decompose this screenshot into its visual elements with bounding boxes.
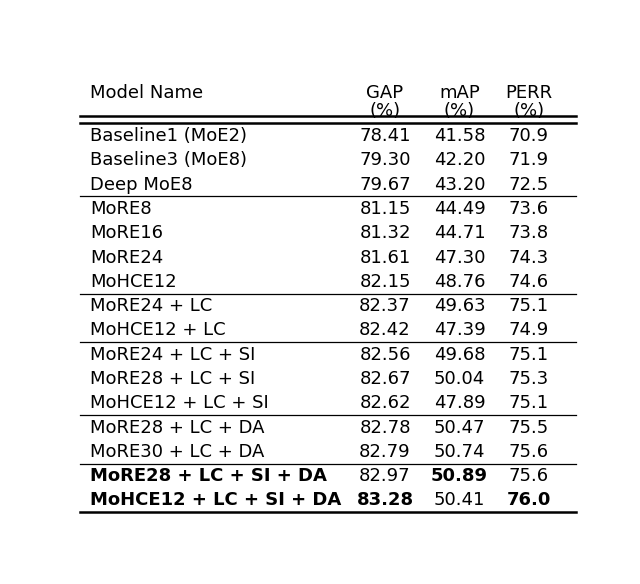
- Text: 49.68: 49.68: [434, 346, 485, 364]
- Text: Baseline1 (MoE2): Baseline1 (MoE2): [90, 127, 247, 145]
- Text: 82.56: 82.56: [359, 346, 411, 364]
- Text: 82.67: 82.67: [359, 370, 411, 388]
- Text: MoRE24 + LC + SI: MoRE24 + LC + SI: [90, 346, 255, 364]
- Text: 74.3: 74.3: [509, 249, 549, 267]
- Text: 50.74: 50.74: [434, 443, 485, 461]
- Text: MoRE28 + LC + SI: MoRE28 + LC + SI: [90, 370, 255, 388]
- Text: 71.9: 71.9: [509, 151, 549, 169]
- Text: 75.1: 75.1: [509, 297, 549, 315]
- Text: 72.5: 72.5: [509, 176, 549, 194]
- Text: (%): (%): [444, 102, 475, 120]
- Text: 50.04: 50.04: [434, 370, 485, 388]
- Text: 43.20: 43.20: [434, 176, 485, 194]
- Text: 82.62: 82.62: [359, 394, 411, 412]
- Text: mAP: mAP: [439, 84, 480, 102]
- Text: MoRE30 + LC + DA: MoRE30 + LC + DA: [90, 443, 264, 461]
- Text: Deep MoE8: Deep MoE8: [90, 176, 193, 194]
- Text: MoRE28 + LC + SI + DA: MoRE28 + LC + SI + DA: [90, 467, 327, 485]
- Text: 50.41: 50.41: [434, 491, 485, 509]
- Text: 75.1: 75.1: [509, 346, 549, 364]
- Text: 79.67: 79.67: [359, 176, 411, 194]
- Text: 50.47: 50.47: [434, 419, 485, 437]
- Text: 75.1: 75.1: [509, 394, 549, 412]
- Text: 75.3: 75.3: [509, 370, 549, 388]
- Text: PERR: PERR: [506, 84, 552, 102]
- Text: 74.9: 74.9: [509, 321, 549, 339]
- Text: MoHCE12 + LC: MoHCE12 + LC: [90, 321, 225, 339]
- Text: 82.97: 82.97: [359, 467, 411, 485]
- Text: 82.42: 82.42: [359, 321, 411, 339]
- Text: 83.28: 83.28: [356, 491, 413, 509]
- Text: 81.32: 81.32: [359, 224, 411, 242]
- Text: 49.63: 49.63: [434, 297, 485, 315]
- Text: MoRE24: MoRE24: [90, 249, 163, 267]
- Text: 82.79: 82.79: [359, 443, 411, 461]
- Text: 75.6: 75.6: [509, 443, 549, 461]
- Text: MoHCE12 + LC + SI + DA: MoHCE12 + LC + SI + DA: [90, 491, 341, 509]
- Text: 73.6: 73.6: [509, 200, 549, 218]
- Text: 47.30: 47.30: [434, 249, 485, 267]
- Text: 75.6: 75.6: [509, 467, 549, 485]
- Text: 79.30: 79.30: [359, 151, 411, 169]
- Text: MoHCE12: MoHCE12: [90, 273, 177, 291]
- Text: 82.78: 82.78: [359, 419, 411, 437]
- Text: Model Name: Model Name: [90, 84, 203, 102]
- Text: 47.39: 47.39: [433, 321, 485, 339]
- Text: 70.9: 70.9: [509, 127, 549, 145]
- Text: 48.76: 48.76: [434, 273, 485, 291]
- Text: (%): (%): [369, 102, 401, 120]
- Text: MoRE28 + LC + DA: MoRE28 + LC + DA: [90, 419, 264, 437]
- Text: MoRE8: MoRE8: [90, 200, 152, 218]
- Text: (%): (%): [513, 102, 545, 120]
- Text: 78.41: 78.41: [359, 127, 411, 145]
- Text: GAP: GAP: [367, 84, 404, 102]
- Text: 44.71: 44.71: [434, 224, 485, 242]
- Text: 76.0: 76.0: [507, 491, 551, 509]
- Text: 74.6: 74.6: [509, 273, 549, 291]
- Text: 50.89: 50.89: [431, 467, 488, 485]
- Text: 47.89: 47.89: [434, 394, 485, 412]
- Text: 73.8: 73.8: [509, 224, 549, 242]
- Text: 44.49: 44.49: [433, 200, 485, 218]
- Text: MoRE24 + LC: MoRE24 + LC: [90, 297, 212, 315]
- Text: Baseline3 (MoE8): Baseline3 (MoE8): [90, 151, 247, 169]
- Text: 81.61: 81.61: [360, 249, 411, 267]
- Text: MoHCE12 + LC + SI: MoHCE12 + LC + SI: [90, 394, 269, 412]
- Text: 82.37: 82.37: [359, 297, 411, 315]
- Text: 81.15: 81.15: [359, 200, 411, 218]
- Text: 75.5: 75.5: [509, 419, 549, 437]
- Text: 42.20: 42.20: [434, 151, 485, 169]
- Text: MoRE16: MoRE16: [90, 224, 163, 242]
- Text: 82.15: 82.15: [359, 273, 411, 291]
- Text: 41.58: 41.58: [434, 127, 485, 145]
